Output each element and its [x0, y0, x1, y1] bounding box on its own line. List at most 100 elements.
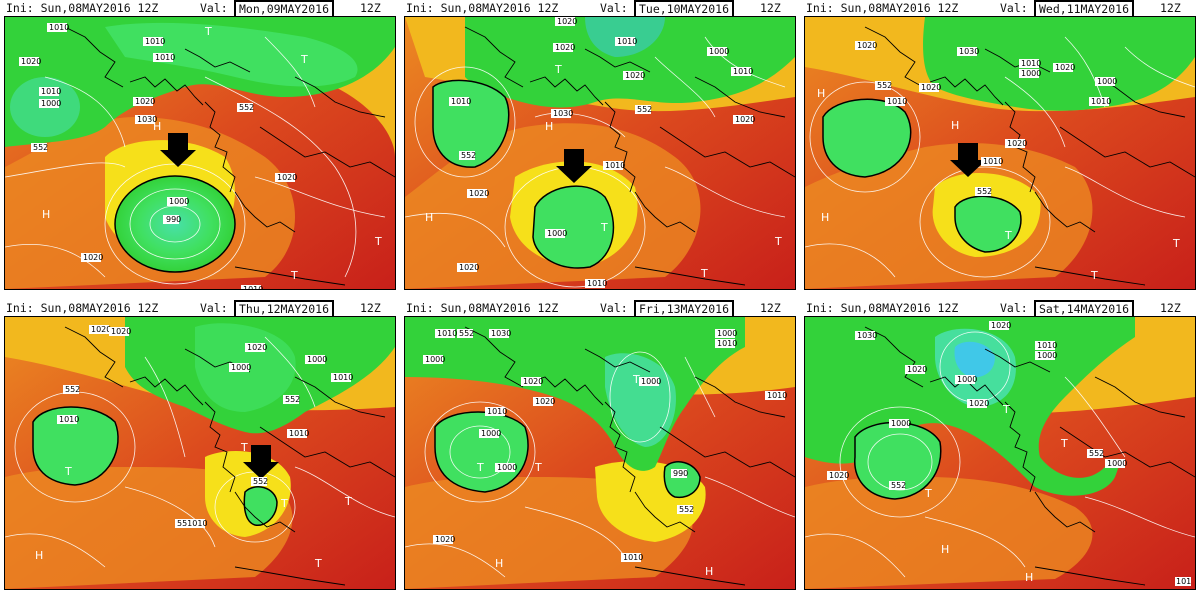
svg-text:1020: 1020	[469, 189, 489, 198]
init-time: Ini: Sun,08MAY2016 12Z	[406, 301, 559, 315]
svg-text:1010: 1010	[145, 37, 165, 46]
svg-text:1000: 1000	[1097, 77, 1117, 86]
init-time: Ini: Sun,08MAY2016 12Z	[406, 1, 559, 15]
svg-text:101: 101	[1176, 577, 1191, 586]
pressure-center-mark: H	[42, 208, 50, 221]
isobar-label: 1020	[623, 71, 645, 80]
svg-text:1020: 1020	[625, 71, 645, 80]
pressure-center-mark: T	[600, 221, 608, 234]
pressure-center-mark: T	[1004, 229, 1012, 242]
map-panel-2: Ini: Sun,08MAY2016 12Z Val: Tue,10MAY201…	[404, 0, 796, 290]
isobar-label: 1020	[433, 535, 455, 544]
forecast-map: 1010 552 1030 1000 1000 1010 1020 1020 1…	[404, 316, 796, 590]
svg-text:1020: 1020	[907, 365, 927, 374]
isobar-label: 552	[975, 187, 992, 196]
svg-text:1010: 1010	[451, 97, 471, 106]
svg-text:552: 552	[891, 481, 906, 490]
svg-text:1010: 1010	[437, 329, 457, 338]
isobar-label: 1030	[855, 331, 877, 340]
pressure-center-mark: T	[700, 267, 708, 280]
isobar-label: 552	[283, 395, 300, 404]
svg-text:1020: 1020	[535, 397, 555, 406]
svg-text:1000: 1000	[481, 429, 501, 438]
isobar-label: 552	[635, 105, 652, 114]
pressure-center-mark: H	[153, 120, 161, 133]
pressure-center-mark: T	[204, 25, 212, 38]
svg-text:1010: 1010	[59, 415, 79, 424]
isobar-label: 1020	[553, 43, 575, 52]
pressure-center-mark: T	[290, 269, 298, 282]
svg-text:552: 552	[977, 187, 992, 196]
svg-text:552: 552	[33, 143, 48, 152]
isobar-label: 552	[889, 481, 906, 490]
svg-text:1010: 1010	[49, 23, 69, 32]
panel-header: Ini: Sun,08MAY2016 12Z Val: Mon,09MAY201…	[4, 0, 396, 18]
pressure-center-mark: T	[632, 373, 640, 386]
svg-text:1020: 1020	[857, 41, 877, 50]
init-time: Ini: Sun,08MAY2016 12Z	[806, 301, 959, 315]
svg-text:1010: 1010	[767, 391, 787, 400]
svg-text:1020: 1020	[991, 321, 1011, 330]
svg-text:1010: 1010	[333, 373, 353, 382]
isobar-label: 1000	[423, 355, 445, 364]
pressure-center-mark: T	[924, 487, 932, 500]
isobar-label: 552	[459, 151, 476, 160]
isobar-label: 1010	[1019, 59, 1041, 68]
svg-text:1000: 1000	[169, 197, 189, 206]
svg-text:1010: 1010	[1091, 97, 1111, 106]
isobar-label: 101	[1175, 577, 1191, 586]
pressure-center-mark: H	[545, 120, 553, 133]
isobar-label: 1000	[1035, 351, 1057, 360]
forecast-map: 1020 1030 1010 1000 1020 1010 552 1010 1…	[804, 16, 1196, 290]
svg-text:552: 552	[65, 385, 80, 394]
svg-text:1000: 1000	[231, 363, 251, 372]
svg-text:1010: 1010	[155, 53, 175, 62]
forecast-map: 1020 1020 1010 1000 1020 1010 1030 552 1…	[404, 16, 796, 290]
isobar-label: 1000	[229, 363, 251, 372]
isobar-label: 1020	[1005, 139, 1027, 148]
map-panel-1: Ini: Sun,08MAY2016 12Z Val: Mon,09MAY201…	[4, 0, 396, 290]
svg-text:552: 552	[637, 105, 652, 114]
svg-text:1000: 1000	[1037, 351, 1057, 360]
svg-text:1000: 1000	[891, 419, 911, 428]
isobar-label: 1000	[305, 355, 327, 364]
isobar-label: 1000	[39, 99, 61, 108]
isobar-label: 1000	[479, 429, 501, 438]
svg-text:1020: 1020	[829, 471, 849, 480]
valid-label: Val:	[1000, 301, 1028, 315]
svg-text:552: 552	[461, 151, 476, 160]
isobar-label: 1020	[457, 263, 479, 272]
svg-text:1000: 1000	[709, 47, 729, 56]
isobar-label: 1010	[615, 37, 637, 46]
isobar-label: 1030	[135, 115, 157, 124]
svg-text:1000: 1000	[717, 329, 737, 338]
svg-text:1020: 1020	[459, 263, 479, 272]
isobar-label: 552	[251, 477, 268, 486]
pressure-center-mark: H	[705, 565, 713, 578]
panel-header: Ini: Sun,08MAY2016 12Z Val: Tue,10MAY201…	[404, 0, 796, 18]
pressure-center-mark: T	[774, 235, 782, 248]
pressure-center-mark: T	[314, 557, 322, 570]
isobar-label: 1020	[919, 83, 941, 92]
svg-text:990: 990	[673, 469, 688, 478]
panel-header: Ini: Sun,08MAY2016 12Z Val: Thu,12MAY201…	[4, 300, 396, 318]
isobar-label: 1020	[19, 57, 41, 66]
pressure-center-mark: H	[821, 211, 829, 224]
svg-text:1020: 1020	[1055, 63, 1075, 72]
valid-label: Val:	[200, 301, 228, 315]
svg-text:1020: 1020	[523, 377, 543, 386]
pressure-center-mark: T	[1172, 237, 1180, 250]
svg-text:1010: 1010	[623, 553, 643, 562]
isobar-label: 1020	[275, 173, 297, 182]
isobar-label: 1010	[449, 97, 471, 106]
isobar-label: 552	[63, 385, 80, 394]
map-panel-4: Ini: Sun,08MAY2016 12Z Val: Thu,12MAY201…	[4, 300, 396, 590]
isobar-label: 1030	[551, 109, 573, 118]
pressure-center-mark: H	[425, 211, 433, 224]
svg-text:1010: 1010	[983, 157, 1003, 166]
svg-text:1000: 1000	[1021, 69, 1041, 78]
pressure-center-mark: H	[817, 87, 825, 100]
svg-text:1000: 1000	[307, 355, 327, 364]
init-time: Ini: Sun,08MAY2016 12Z	[6, 301, 159, 315]
init-time: Ini: Sun,08MAY2016 12Z	[6, 1, 159, 15]
